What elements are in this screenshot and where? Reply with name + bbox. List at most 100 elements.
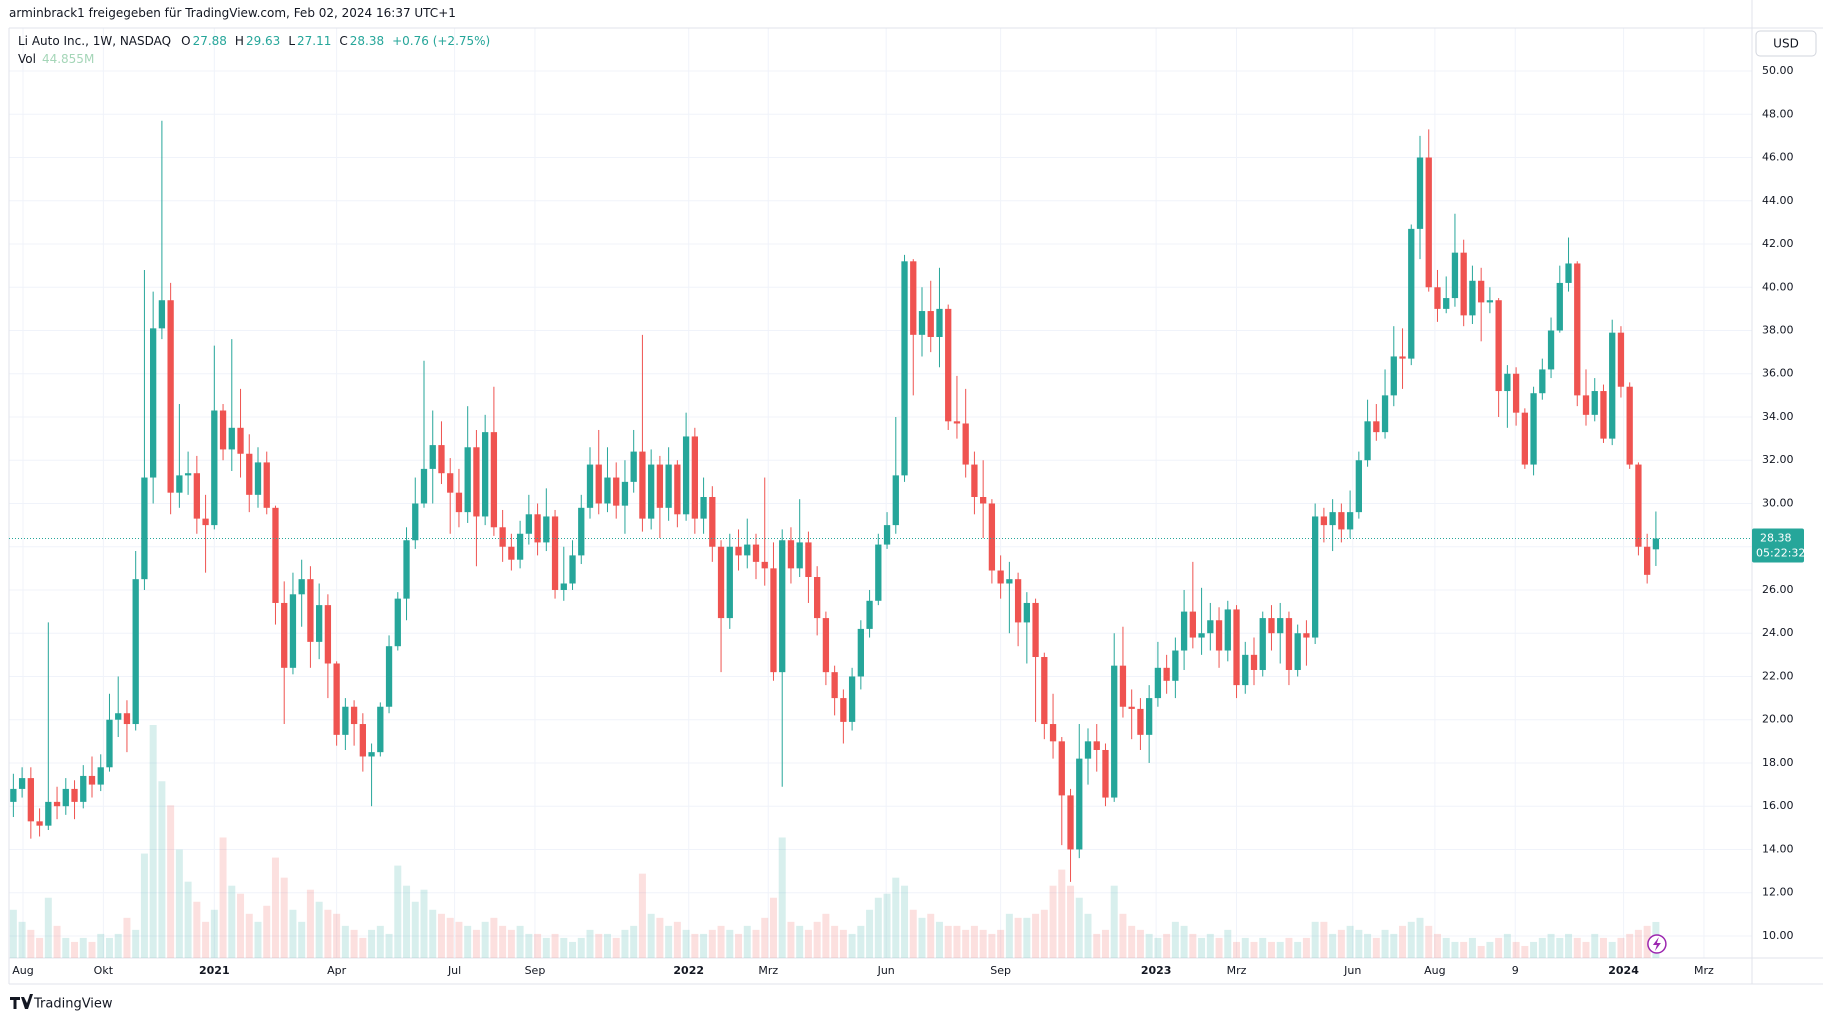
candle xyxy=(1591,378,1598,422)
candle-body xyxy=(176,475,183,493)
volume-bar xyxy=(1643,925,1651,958)
x-tick-label: 2023 xyxy=(1141,964,1172,977)
volume-bar xyxy=(315,901,323,958)
candle xyxy=(779,529,786,787)
volume-bar xyxy=(341,925,349,958)
volume-bar xyxy=(1145,933,1153,958)
volume-bar xyxy=(1355,929,1363,958)
candle xyxy=(1486,287,1494,314)
y-tick-label: 14.00 xyxy=(1762,842,1794,855)
candle-body xyxy=(831,672,838,699)
candle xyxy=(717,540,725,673)
candle-body xyxy=(997,570,1004,584)
candle xyxy=(1093,724,1100,772)
candle-body xyxy=(464,447,471,513)
volume-bar xyxy=(254,921,262,958)
ohlc-key: L xyxy=(288,34,295,48)
volume-bar xyxy=(787,921,795,958)
candle-body xyxy=(1591,391,1598,415)
candle-body xyxy=(1023,602,1030,623)
candle xyxy=(1617,326,1625,398)
volume-bar xyxy=(577,937,585,958)
change: +0.76 (+2.75%) xyxy=(392,34,491,48)
volume-bar xyxy=(1067,885,1075,958)
candle-body xyxy=(193,473,200,519)
candle-body xyxy=(403,540,410,599)
candle xyxy=(359,713,366,772)
candle-body xyxy=(682,436,690,515)
y-tick-label: 24.00 xyxy=(1762,626,1794,639)
candle-body xyxy=(368,752,375,757)
volume-bar xyxy=(368,929,376,958)
candle xyxy=(604,447,611,513)
candle xyxy=(1102,743,1109,807)
volume-bar xyxy=(1460,941,1468,958)
candle-body xyxy=(80,775,87,802)
candle-body xyxy=(1207,620,1214,634)
candle-body xyxy=(71,788,78,802)
candle-body xyxy=(237,427,244,454)
volume-bar xyxy=(1425,925,1433,958)
candle xyxy=(1320,507,1328,543)
candle xyxy=(569,540,576,590)
volume-bar xyxy=(359,937,367,958)
volume-bar xyxy=(892,877,900,958)
candle-body xyxy=(1635,464,1642,547)
candle xyxy=(1268,605,1275,651)
candle-body xyxy=(1242,654,1249,686)
candle xyxy=(447,458,454,534)
volume-bar xyxy=(1503,933,1511,958)
candle xyxy=(1652,511,1660,566)
candle-body xyxy=(1259,618,1266,670)
candle-body xyxy=(499,527,506,547)
volume-bar xyxy=(1364,933,1372,958)
volume-bar xyxy=(743,925,751,958)
candle-body xyxy=(490,432,498,528)
candle-body xyxy=(1539,369,1546,394)
candle-body xyxy=(1032,602,1039,658)
candle-body xyxy=(543,516,550,543)
candle xyxy=(665,447,672,521)
candle-body xyxy=(1364,421,1371,461)
volume-bar xyxy=(857,925,865,958)
candle xyxy=(1530,386,1537,476)
volume-bar xyxy=(1224,929,1232,958)
volume-bar xyxy=(1023,917,1031,958)
candle-body xyxy=(1172,650,1179,681)
candle xyxy=(298,559,305,627)
candle xyxy=(1303,620,1310,666)
volume-bar xyxy=(839,929,847,958)
x-tick-label: 9 xyxy=(1512,964,1519,977)
candle-body xyxy=(752,544,760,562)
volume-bar xyxy=(149,725,157,958)
volume-bar xyxy=(901,885,909,958)
candle-body xyxy=(1469,280,1476,316)
currency-button[interactable] xyxy=(1755,30,1817,57)
candle xyxy=(1006,561,1013,634)
candle xyxy=(1443,276,1450,314)
candle xyxy=(1556,265,1563,333)
volume-bar xyxy=(158,781,166,958)
candle xyxy=(412,477,419,549)
volume-bar xyxy=(1320,921,1328,958)
candle-body xyxy=(228,427,235,450)
shared-by: arminbrack1 freigegeben für TradingView.… xyxy=(9,6,456,20)
candle-body xyxy=(595,464,602,504)
y-tick-label: 12.00 xyxy=(1762,886,1794,899)
candle xyxy=(482,414,489,526)
candle-body xyxy=(263,462,270,508)
volume-bar xyxy=(1416,917,1424,958)
volume-bar xyxy=(918,917,926,958)
candle-body xyxy=(473,447,480,517)
candle xyxy=(429,410,436,504)
candle xyxy=(80,765,87,809)
candle xyxy=(875,533,882,606)
volume-bar xyxy=(280,877,288,958)
ohlc-key: C xyxy=(339,34,348,48)
candle xyxy=(202,494,209,573)
candle xyxy=(1180,589,1188,670)
candle-body xyxy=(1233,609,1240,686)
candle-body xyxy=(377,706,384,753)
candle-body xyxy=(412,503,419,541)
x-tick-label: Aug xyxy=(12,964,33,977)
